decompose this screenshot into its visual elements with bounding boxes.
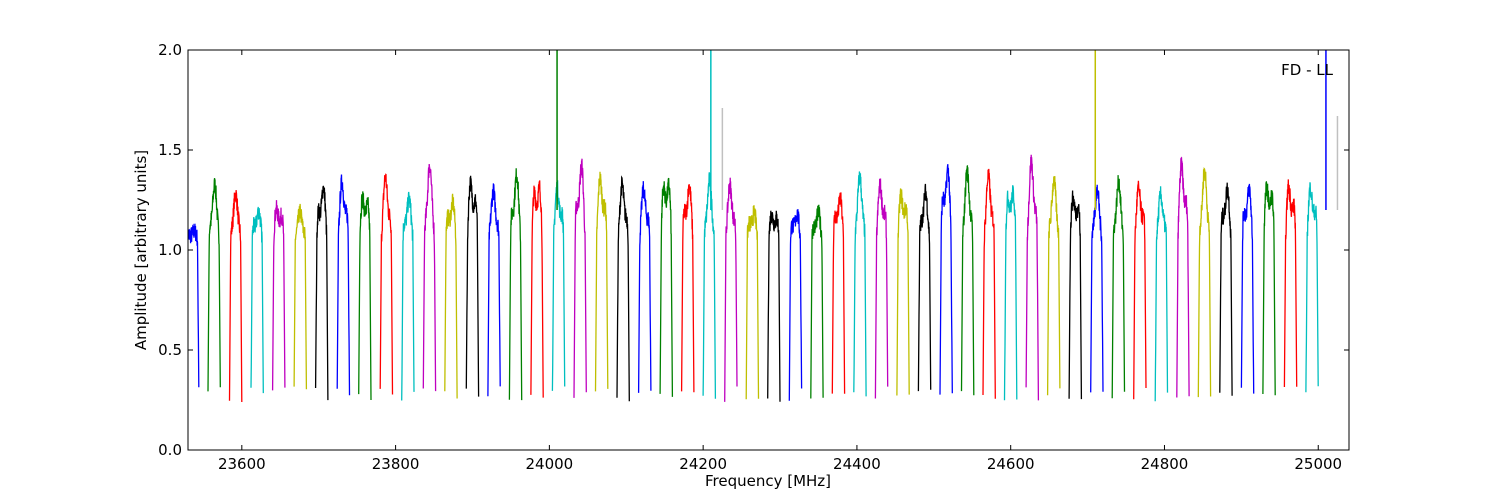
channel-series: [1197, 167, 1212, 398]
channel-series: [207, 178, 221, 392]
channel-series: [1111, 175, 1126, 399]
channel-series: [1305, 182, 1319, 393]
y-tick-label: 0.5: [158, 341, 182, 359]
x-tick-label: 23600: [218, 455, 266, 473]
channel-series: [637, 181, 652, 393]
channel-series: [659, 177, 674, 397]
channel-series: [1262, 181, 1276, 396]
series-layer: [188, 154, 1319, 403]
channel-series: [551, 180, 566, 391]
channel-series: [358, 191, 372, 401]
channel-series: [1068, 190, 1083, 400]
channel-series: [1090, 184, 1104, 393]
channel-series: [702, 172, 717, 399]
channel-series: [616, 175, 630, 402]
channel-series: [573, 158, 587, 398]
spike-layer: [556, 50, 1339, 210]
channel-series: [1003, 185, 1018, 401]
channel-series: [422, 163, 437, 392]
y-tick-label: 1.5: [158, 141, 182, 159]
channel-series: [1133, 180, 1147, 400]
channel-series: [1176, 156, 1190, 398]
x-tick-label: 24800: [1141, 455, 1189, 473]
channel-series: [530, 180, 544, 398]
channel-series: [228, 190, 243, 403]
channel-series: [314, 185, 329, 401]
polarization-annotation: FD - LL: [1281, 61, 1333, 79]
x-tick-label: 24600: [987, 455, 1035, 473]
x-tick-label: 24200: [679, 455, 727, 473]
x-tick-label: 25000: [1294, 455, 1342, 473]
channel-series: [960, 165, 975, 396]
channel-series: [271, 200, 286, 391]
channel-series: [487, 183, 501, 397]
channel-series: [1219, 182, 1233, 396]
x-axis: 23600 23800 24000 24200 24400 24600 24800 25000: [218, 50, 1342, 473]
channel-series: [939, 164, 953, 395]
channel-series: [401, 191, 415, 401]
channel-series: [724, 177, 738, 402]
x-tick-label: 23800: [372, 455, 420, 473]
channel-series: [896, 188, 910, 396]
channel-series: [465, 175, 480, 397]
channel-series: [1240, 183, 1255, 394]
channel-series: [1283, 179, 1298, 388]
x-tick-label: 24000: [526, 455, 574, 473]
channel-series: [1046, 176, 1061, 396]
channel-series: [250, 206, 264, 394]
channel-series: [293, 203, 308, 390]
channel-series: [379, 173, 394, 395]
channel-series: [508, 168, 523, 401]
x-tick-label: 24400: [833, 455, 881, 473]
channel-series: [745, 205, 760, 400]
channel-series: [444, 193, 458, 399]
channel-series: [1025, 154, 1040, 401]
y-axis: 0.0 0.5 1.0 1.5 2.0: [158, 41, 1349, 459]
channel-series: [1154, 186, 1169, 402]
x-axis-label: Frequency [MHz]: [705, 472, 831, 490]
y-tick-label: 2.0: [158, 41, 182, 59]
y-tick-label: 1.0: [158, 241, 182, 259]
channel-series: [831, 192, 846, 394]
channel-series: [594, 171, 609, 392]
channel-series: [680, 184, 695, 393]
channel-series: [810, 204, 824, 399]
channel-series: [853, 171, 867, 397]
y-tick-label: 0.0: [158, 441, 182, 459]
channel-series: [767, 210, 781, 402]
channel-series: [982, 168, 996, 399]
channel-series: [874, 178, 889, 399]
channel-series: [788, 209, 803, 401]
y-axis-label: Amplitude [arbitrary units]: [132, 150, 150, 350]
channel-series: [917, 183, 932, 392]
channel-series: [336, 174, 351, 396]
